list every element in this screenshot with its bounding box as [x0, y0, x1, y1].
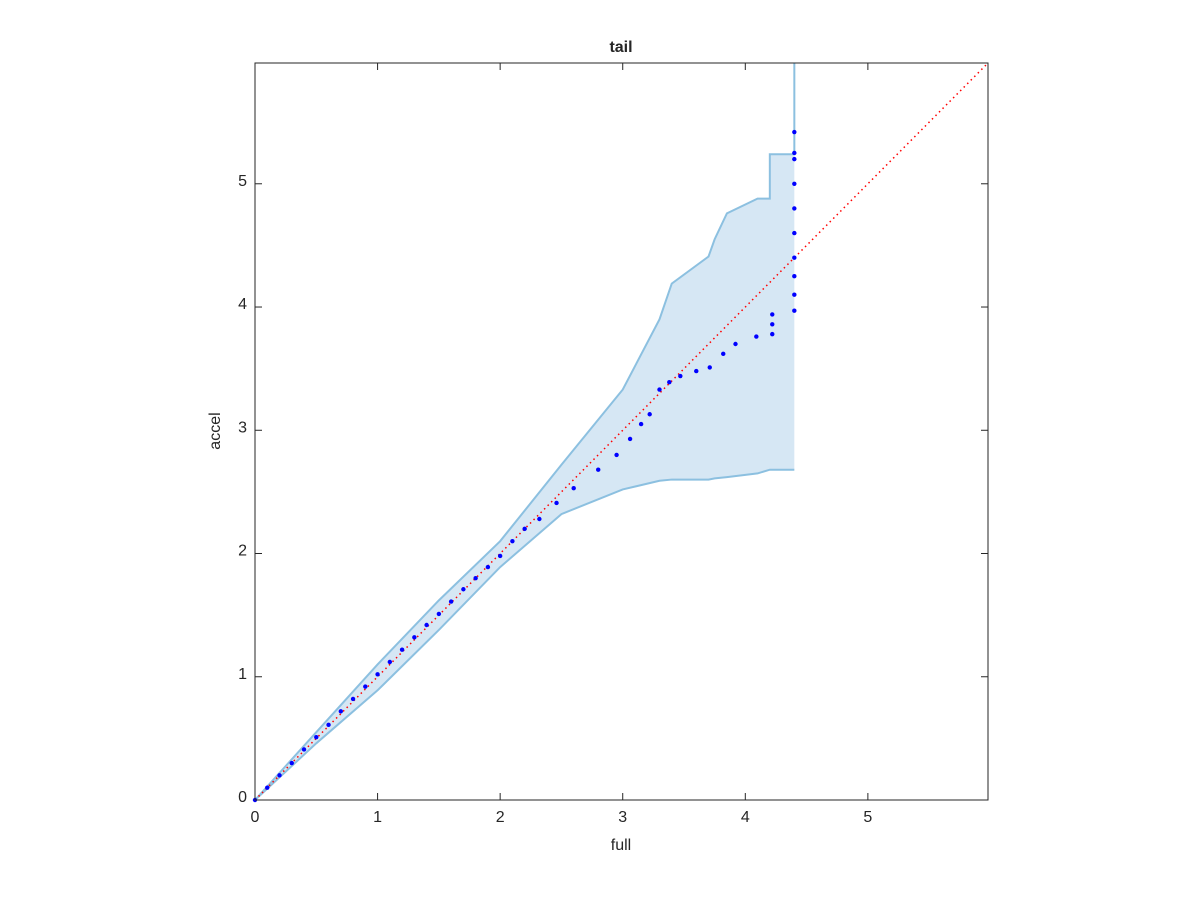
point: [363, 684, 368, 689]
point: [792, 230, 797, 236]
y-tick-label: 5: [238, 173, 247, 190]
point: [614, 452, 619, 458]
point: [694, 368, 699, 374]
point: [436, 611, 442, 617]
point: [301, 747, 307, 752]
y-tick-label: 2: [238, 543, 247, 560]
chart-title: tail: [609, 39, 632, 56]
point: [424, 622, 429, 628]
point: [792, 181, 797, 186]
point: [338, 709, 344, 714]
point: [792, 156, 797, 162]
x-tick-label: 2: [496, 809, 505, 826]
point: [707, 365, 712, 370]
point: [485, 564, 491, 570]
point: [571, 485, 576, 491]
band-area: [255, 63, 795, 800]
point: [770, 331, 775, 337]
y-tick-label: 0: [238, 789, 247, 806]
point: [792, 308, 797, 313]
point: [473, 575, 478, 581]
point: [678, 373, 683, 379]
point: [792, 255, 797, 260]
x-axis-label: full: [611, 837, 631, 854]
band-lower: [254, 468, 795, 801]
y-axis-label: accel: [207, 412, 224, 449]
point: [638, 421, 644, 427]
x-tick-label: 3: [618, 809, 627, 826]
point: [792, 292, 797, 297]
point: [667, 380, 672, 385]
point: [522, 526, 527, 532]
point: [792, 274, 797, 279]
point: [627, 436, 633, 442]
point: [657, 387, 662, 392]
point: [350, 696, 356, 702]
point: [461, 587, 466, 592]
point: [265, 785, 270, 790]
point: [647, 412, 652, 417]
point: [792, 150, 797, 156]
point: [314, 734, 319, 740]
band-upper: [254, 63, 796, 801]
x-tick-label: 4: [741, 809, 750, 826]
reference-line: [254, 62, 989, 801]
point: [792, 206, 797, 211]
y-tick-label: 1: [238, 666, 247, 683]
point: [387, 659, 393, 665]
point: [537, 516, 542, 522]
point: [375, 672, 380, 677]
point: [497, 553, 503, 559]
x-tick-label: 5: [863, 809, 872, 826]
point: [326, 722, 331, 728]
point: [596, 467, 601, 472]
point: [770, 322, 775, 327]
x-tick-label: 0: [251, 809, 260, 826]
point: [554, 500, 559, 506]
point: [792, 129, 797, 135]
y-tick-label: 3: [238, 419, 247, 436]
point: [412, 635, 417, 640]
point: [399, 647, 405, 652]
point: [733, 341, 738, 347]
point: [448, 599, 454, 604]
y-tick-label: 4: [238, 296, 247, 313]
plot-box: [254, 62, 989, 801]
point: [277, 773, 282, 778]
point: [510, 538, 515, 544]
point: [770, 312, 775, 317]
point: [721, 351, 726, 357]
point: [289, 760, 294, 766]
x-tick-label: 1: [373, 809, 382, 826]
point: [754, 334, 759, 339]
